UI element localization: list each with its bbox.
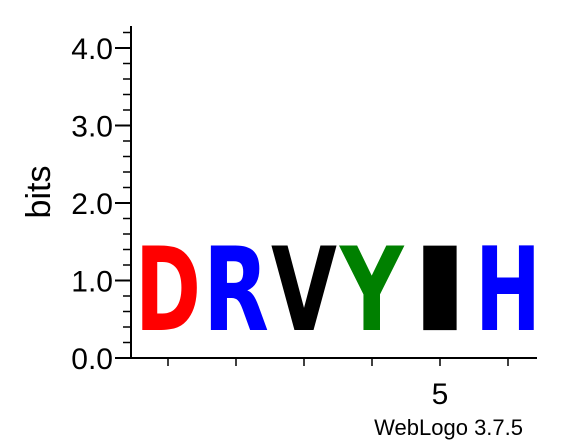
weblogo-credit: WebLogo 3.7.5 bbox=[374, 415, 523, 440]
logo-letter-D: D bbox=[135, 224, 201, 358]
x-axis: 5 bbox=[131, 357, 537, 411]
logo-letter-V: V bbox=[271, 223, 337, 357]
logo-letter-Y: Y bbox=[339, 223, 405, 358]
y-tick-label: 2.0 bbox=[71, 188, 113, 221]
x-tick-label: 5 bbox=[432, 378, 449, 411]
y-tick-label: 0.0 bbox=[71, 343, 113, 376]
logo-letter-R: R bbox=[203, 223, 269, 358]
y-tick-label: 1.0 bbox=[71, 266, 113, 299]
logo-letter-I: I bbox=[407, 223, 473, 358]
y-tick-label: 4.0 bbox=[71, 33, 113, 66]
y-axis-title: bits bbox=[20, 166, 58, 219]
y-tick-label: 3.0 bbox=[71, 111, 113, 144]
y-axis: 0.0 1.0 2.0 3.0 4.0 bbox=[71, 26, 132, 376]
logo-letter-H: H bbox=[475, 224, 541, 358]
